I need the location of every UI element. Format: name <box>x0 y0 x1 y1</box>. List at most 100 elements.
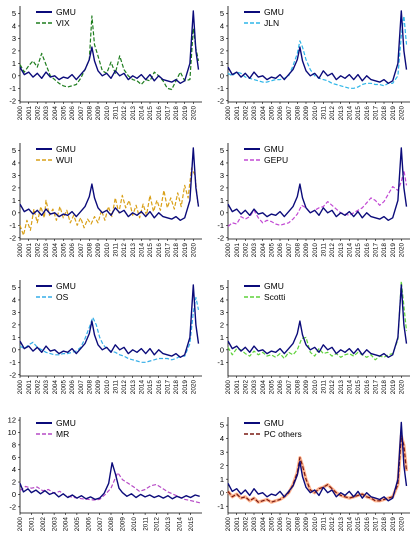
x-tick-label: 2010 <box>312 106 319 121</box>
y-tick-label: 5 <box>220 283 224 292</box>
x-tick-label: 2006 <box>69 243 76 258</box>
x-tick-label: 2006 <box>69 380 76 395</box>
y-tick-label: 2 <box>220 46 224 55</box>
x-tick-label: 2014 <box>139 243 146 258</box>
x-tick-label: 2013 <box>165 517 172 532</box>
y-tick-label: 10 <box>8 428 16 437</box>
x-tick-label: 2003 <box>251 243 258 258</box>
series-line-gmu <box>227 421 408 502</box>
x-tick-label: 2018 <box>381 106 388 121</box>
y-tick-label: 1 <box>12 333 16 342</box>
y-tick-label: 6 <box>12 453 16 462</box>
x-tick-label: 2007 <box>78 106 85 121</box>
chart-panel-wui: -2 -1 0 1 2 3 4 5 2000 2001 2002 2003 2004 2005 2006 20… <box>0 137 208 274</box>
legend-label-os: OS <box>56 292 69 302</box>
x-tick-label: 2016 <box>156 380 163 395</box>
series-line-wui <box>19 167 199 236</box>
y-tick-label: -2 <box>217 233 224 242</box>
series-line-gmu <box>227 10 408 85</box>
x-tick-label: 2012 <box>154 517 161 532</box>
x-tick-label: 2001 <box>26 243 33 258</box>
y-tick-label: 4 <box>12 159 16 168</box>
y-tick-label: -1 <box>217 358 224 367</box>
y-tick-label: 0 <box>220 488 224 497</box>
x-tick-label: 2002 <box>35 243 42 258</box>
x-tick-label: 2005 <box>61 106 68 121</box>
x-tick-label: 2004 <box>260 380 267 395</box>
x-tick-label: 2016 <box>156 106 163 121</box>
x-tick-label: 2013 <box>338 517 345 532</box>
x-tick-label: 2000 <box>225 106 232 121</box>
x-tick-label: 2008 <box>87 380 94 395</box>
legend-label-gmu: GMU <box>264 7 284 17</box>
y-tick-label: 1 <box>12 196 16 205</box>
y-tick-label: -2 <box>9 370 16 379</box>
x-tick-label: 2013 <box>338 243 345 258</box>
y-tick-label: 3 <box>12 171 16 180</box>
x-tick-label: 2005 <box>74 517 81 532</box>
x-tick-label: 2009 <box>303 106 310 121</box>
y-tick-label: 1 <box>12 59 16 68</box>
y-tick-label: 5 <box>12 283 16 292</box>
y-tick-label: 2 <box>12 183 16 192</box>
y-tick-label: 5 <box>12 9 16 18</box>
y-tick-label: 3 <box>220 448 224 457</box>
series-line-mr <box>19 472 202 504</box>
x-tick-label: 2014 <box>347 106 354 121</box>
x-tick-label: 2017 <box>373 517 380 532</box>
x-tick-label: 2003 <box>251 517 258 532</box>
x-tick-label: 2020 <box>399 517 406 532</box>
x-tick-label: 2002 <box>243 380 250 395</box>
y-tick-label: 4 <box>220 296 224 305</box>
x-tick-label: 2008 <box>295 517 302 532</box>
x-tick-label: 2015 <box>147 243 154 258</box>
chart-panel-scotti: -1 0 1 2 3 4 5 2000 2001 2002 2003 2004 2005 2006 2007… <box>208 274 416 411</box>
y-tick-label: 2 <box>220 183 224 192</box>
chart-panel-jln: -2 -1 0 1 2 3 4 5 2000 2001 2002 2003 2004 2005 2006 20… <box>208 0 416 137</box>
x-tick-label: 2010 <box>131 517 138 532</box>
x-tick-label: 2001 <box>234 380 241 395</box>
x-tick-label: 2013 <box>130 243 137 258</box>
x-tick-label: 2009 <box>120 517 127 532</box>
x-tick-label: 2006 <box>277 106 284 121</box>
series-line-gmu <box>227 284 408 359</box>
y-tick-label: 12 <box>8 416 16 425</box>
y-tick-label: 2 <box>220 461 224 470</box>
x-tick-label: 2013 <box>338 106 345 121</box>
legend-label-gmu: GMU <box>56 7 76 17</box>
x-tick-label: 2006 <box>85 517 92 532</box>
x-tick-label: 2003 <box>251 106 258 121</box>
x-tick-label: 2007 <box>78 380 85 395</box>
y-tick-label: 3 <box>220 308 224 317</box>
x-tick-label: 2016 <box>364 106 371 121</box>
x-tick-label: 2015 <box>188 517 195 532</box>
x-tick-label: 2002 <box>35 380 42 395</box>
series-line-gmu <box>19 284 200 359</box>
x-tick-label: 2008 <box>295 380 302 395</box>
y-tick-label: 0 <box>220 71 224 80</box>
x-tick-label: 2001 <box>234 243 241 258</box>
legend-label-mr: MR <box>56 429 69 439</box>
x-tick-label: 2017 <box>373 243 380 258</box>
x-tick-label: 2012 <box>329 106 336 121</box>
x-tick-label: 2012 <box>121 106 128 121</box>
x-tick-label: 2014 <box>347 243 354 258</box>
x-tick-label: 2015 <box>355 106 362 121</box>
y-tick-label: -1 <box>9 221 16 230</box>
chart-svg-mr: -2 0 2 4 6 8 10 12 2000 2001 2002 2003 2004 2005 2006 2… <box>8 416 202 532</box>
legend-label-gepu: GEPU <box>264 155 288 165</box>
legend-label-gmu: GMU <box>56 144 76 154</box>
x-tick-label: 2005 <box>269 106 276 121</box>
x-tick-label: 2002 <box>243 517 250 532</box>
y-tick-label: 0 <box>12 490 16 499</box>
chart-panel-os: -2 -1 0 1 2 3 4 5 2000 2001 2002 2003 2004 2005 2006 20… <box>0 274 208 411</box>
x-tick-label: 2007 <box>286 517 293 532</box>
x-tick-label: 2004 <box>52 380 59 395</box>
x-tick-label: 2011 <box>321 517 328 531</box>
y-tick-label: 4 <box>220 434 224 443</box>
legend-label-wui: WUI <box>56 155 73 165</box>
x-tick-label: 2016 <box>156 243 163 258</box>
